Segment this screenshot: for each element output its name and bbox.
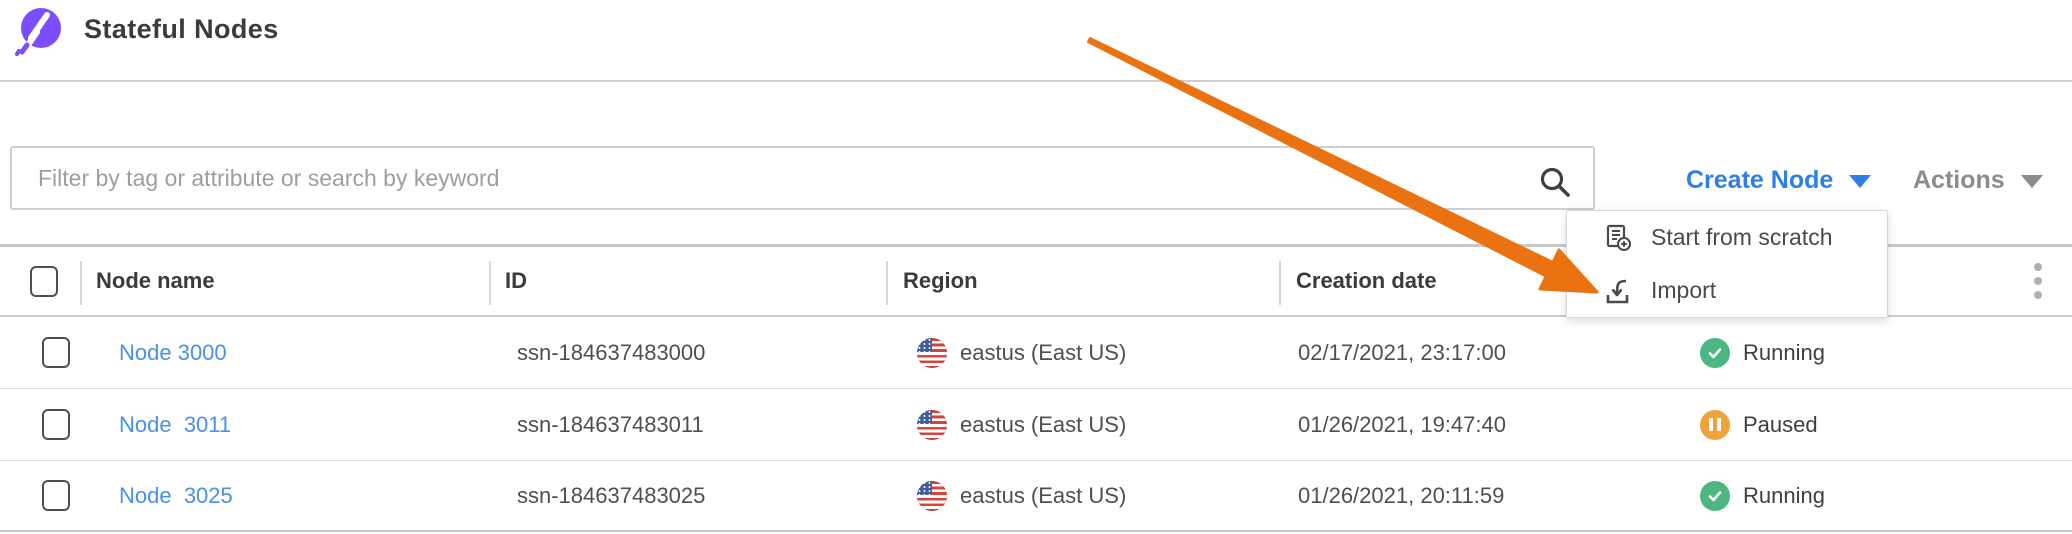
node-creation-date: 01/26/2021, 19:47:40 [1298, 411, 1506, 437]
us-flag-icon [917, 337, 947, 368]
check-circle-icon [1700, 480, 1730, 511]
table-options-kebab-icon[interactable] [2028, 257, 2048, 305]
header-divider [0, 80, 2072, 82]
create-node-menu: Start from scratch Import [1566, 210, 1888, 318]
import-icon [1606, 279, 1629, 303]
status-badge: Running [1743, 339, 1825, 365]
chevron-down-icon [2020, 175, 2043, 188]
row-checkbox[interactable] [42, 480, 70, 511]
row-checkbox[interactable] [42, 337, 70, 368]
column-header-node-name: Node name [96, 268, 215, 293]
us-flag-icon [917, 409, 947, 440]
menu-item-label: Import [1651, 277, 1717, 303]
node-name-link[interactable]: Node 3025 [119, 482, 233, 508]
row-checkbox[interactable] [42, 409, 70, 440]
check-circle-icon [1700, 337, 1730, 368]
page-title: Stateful Nodes [84, 14, 279, 44]
status-badge: Running [1743, 482, 1825, 508]
table-row: Node 3000 ssn-184637483000 eastus (East … [0, 317, 2072, 389]
node-creation-date: 01/26/2021, 20:11:59 [1298, 482, 1505, 508]
column-divider [489, 261, 491, 305]
actions-label: Actions [1913, 165, 2005, 194]
us-flag-icon [917, 480, 947, 511]
node-creation-date: 02/17/2021, 23:17:00 [1298, 339, 1506, 365]
search-icon[interactable] [1538, 165, 1572, 199]
menu-item-start-from-scratch[interactable]: Start from scratch [1567, 211, 1887, 264]
column-divider [886, 261, 888, 305]
pause-circle-icon [1700, 409, 1730, 440]
node-region: eastus (East US) [960, 339, 1127, 365]
create-node-label: Create Node [1686, 165, 1834, 194]
column-header-region: Region [903, 268, 978, 293]
menu-item-label: Start from scratch [1651, 224, 1833, 250]
column-divider [1279, 261, 1281, 305]
node-id: ssn-184637483000 [517, 339, 706, 365]
node-name-link[interactable]: Node 3011 [119, 411, 232, 437]
table-row: Node 3011 ssn-184637483011 eastus (East … [0, 389, 2072, 461]
chevron-down-icon [1849, 175, 1872, 188]
column-header-id: ID [505, 268, 527, 293]
table-row: Node 3025 ssn-184637483025 eastus (East … [0, 461, 2072, 532]
node-id: ssn-184637483011 [517, 411, 704, 437]
column-divider [80, 261, 82, 305]
create-node-button[interactable]: Create Node [1686, 160, 1872, 200]
column-header-creation-date: Creation date [1296, 268, 1437, 293]
menu-item-import[interactable]: Import [1567, 264, 1887, 317]
node-region: eastus (East US) [960, 482, 1127, 508]
select-all-checkbox[interactable] [30, 265, 58, 297]
status-badge: Paused [1743, 411, 1818, 437]
node-id: ssn-184637483025 [517, 482, 706, 508]
filter-input[interactable] [10, 146, 1595, 210]
node-name-link[interactable]: Node 3000 [119, 339, 227, 365]
spot-logo-icon [15, 8, 61, 56]
node-region: eastus (East US) [960, 411, 1127, 437]
actions-button[interactable]: Actions [1913, 160, 2043, 200]
document-add-icon [1606, 224, 1631, 251]
